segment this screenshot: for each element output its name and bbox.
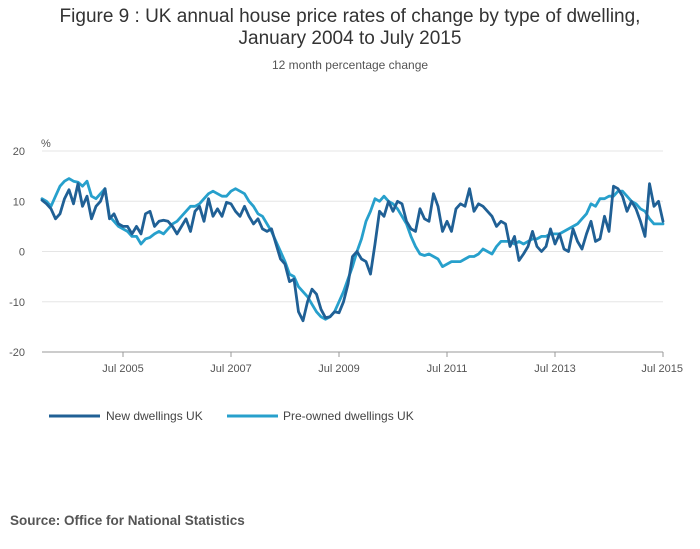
- y-tick-label: 0: [19, 247, 25, 259]
- chart-title-line-2: January 2004 to July 2015: [238, 28, 462, 49]
- x-tick-label: Jul 2011: [427, 363, 468, 375]
- source-note: Source: Office for National Statistics: [10, 513, 245, 528]
- y-tick-label: -20: [9, 347, 25, 359]
- y-axis: -20 -10 0 10 20%: [9, 138, 51, 359]
- legend: New dwellings UK Pre-owned dwellings UK: [49, 409, 414, 423]
- legend-label: Pre-owned dwellings UK: [283, 409, 414, 423]
- y-tick-label: 10: [13, 196, 25, 208]
- series-lines: [40, 177, 665, 323]
- chart-subtitle: 12 month percentage change: [271, 58, 429, 72]
- y-tick-label: 20: [13, 146, 25, 158]
- x-axis: Jul 2005 Jul 2007 Jul 2009 Jul 2011 Jul 2013…: [42, 351, 683, 375]
- series-line-new-dwellings: [40, 182, 665, 323]
- x-tick-label: Jul 2013: [534, 363, 576, 375]
- chart-title: Figure 9 : UK annual house price rates o…: [0, 6, 700, 50]
- y-axis-label: %: [41, 138, 51, 150]
- x-tick-label: Jul 2015: [641, 363, 683, 375]
- chart-title-line-1: Figure 9 : UK annual house price rates o…: [59, 6, 641, 27]
- x-tick-label: Jul 2005: [102, 363, 144, 375]
- x-tick-label: Jul 2009: [318, 363, 360, 375]
- x-tick-label: Jul 2007: [210, 363, 252, 375]
- legend-label: New dwellings UK: [106, 409, 203, 423]
- y-tick-label: -10: [9, 297, 25, 309]
